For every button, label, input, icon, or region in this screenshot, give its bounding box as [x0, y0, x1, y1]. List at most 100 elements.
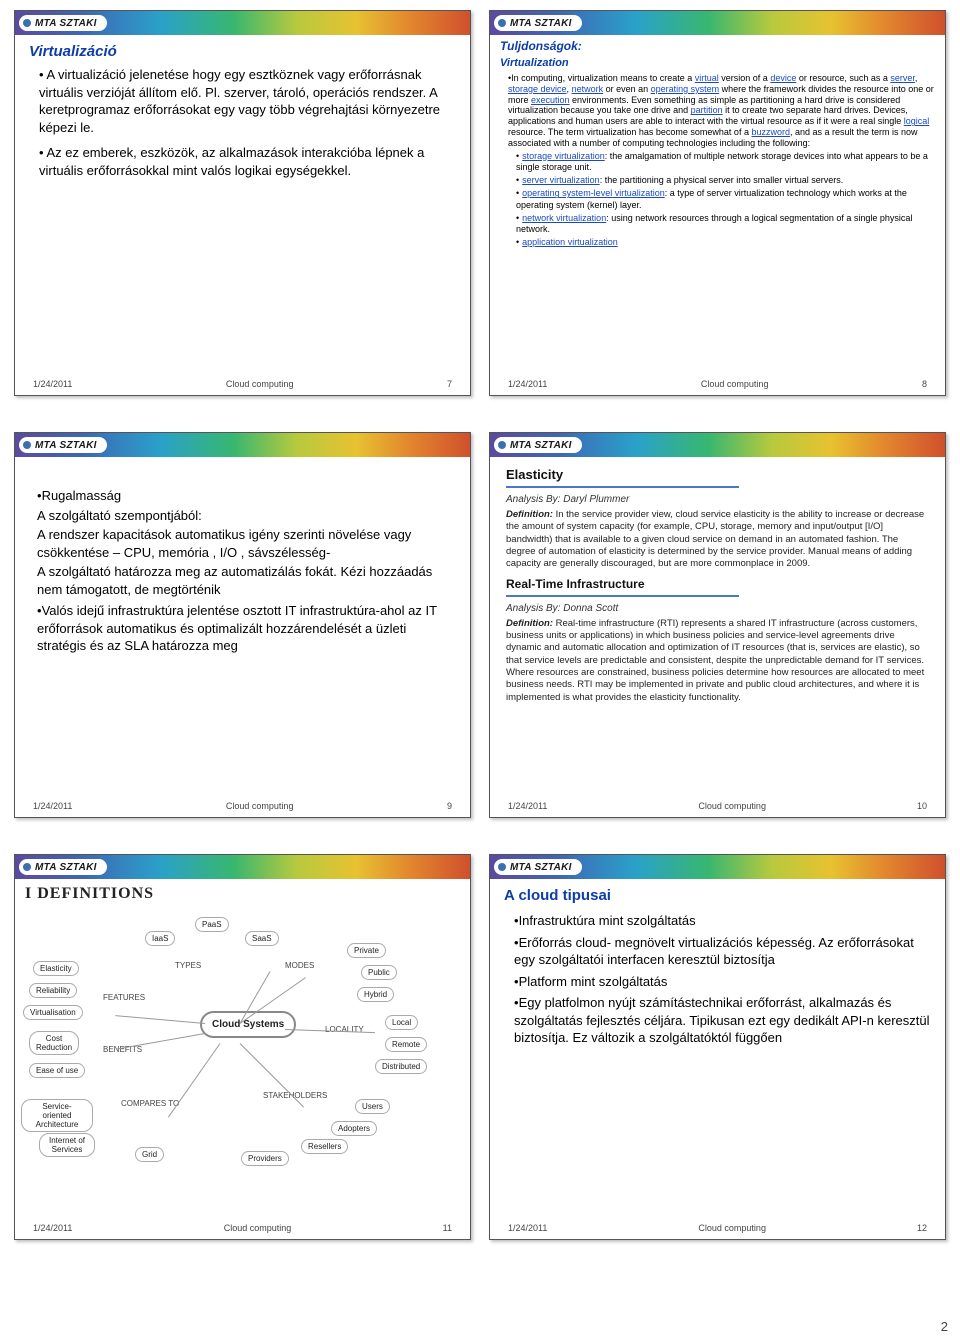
slide-footer: 1/24/2011 Cloud computing 7	[15, 375, 470, 395]
link-storage[interactable]: storage device	[508, 84, 567, 94]
link-buzzword[interactable]: buzzword	[751, 127, 790, 137]
slide-footer: 1/24/2011 Cloud computing 10	[490, 797, 945, 817]
s10-h1: Elasticity	[506, 467, 929, 482]
mm-virt: Virtualisation	[23, 1005, 83, 1020]
mm-saas: SaaS	[245, 931, 279, 946]
slide-12: MTA SZTAKI A cloud tipusai •Infrastruktú…	[489, 854, 946, 1240]
slide-footer: 1/24/2011 Cloud computing 11	[15, 1219, 470, 1239]
mm-public: Public	[361, 965, 397, 980]
mm-remote: Remote	[385, 1037, 427, 1052]
slide7-text1: A virtualizáció jelenetése hogy egy eszt…	[39, 67, 440, 135]
brand-text: MTA SZTAKI	[35, 18, 97, 29]
mm-label-features: FEATURES	[103, 993, 145, 1002]
mm-reliability: Reliability	[29, 983, 77, 998]
brand-pill: MTA SZTAKI	[19, 15, 107, 31]
mm-adopters: Adopters	[331, 1121, 377, 1136]
s10-h2: Real-Time Infrastructure	[506, 577, 929, 591]
slide-8: MTA SZTAKI Tuljdonságok: Virtualization …	[489, 10, 946, 396]
logo-bar: MTA SZTAKI	[490, 855, 945, 879]
slide-7: MTA SZTAKI Virtualizáció • A virtualizác…	[14, 10, 471, 396]
logo-bar: MTA SZTAKI	[490, 433, 945, 457]
s9-p3: A szolgáltató határozza meg az automatiz…	[37, 563, 456, 598]
slide8-title1: Tuljdonságok:	[500, 39, 935, 53]
s11-title: I DEFINITIONS	[25, 885, 460, 903]
mm-cost: Cost Reduction	[29, 1031, 79, 1055]
logo-bar: MTA SZTAKI	[15, 855, 470, 879]
logo-bar: MTA SZTAKI	[15, 433, 470, 457]
mm-providers: Providers	[241, 1151, 289, 1166]
brand-pill: MTA SZTAKI	[19, 437, 107, 453]
link-network[interactable]: network	[572, 84, 604, 94]
brand-pill: MTA SZTAKI	[494, 859, 582, 875]
divider	[506, 486, 739, 488]
mm-paas: PaaS	[195, 917, 229, 932]
link-device[interactable]: device	[770, 73, 796, 83]
mm-local: Local	[385, 1015, 418, 1030]
mm-ease: Ease of use	[29, 1063, 85, 1078]
link-server-virt[interactable]: server virtualization	[522, 175, 600, 185]
slide-footer: 1/24/2011 Cloud computing 9	[15, 797, 470, 817]
slide-footer: 1/24/2011 Cloud computing 12	[490, 1219, 945, 1239]
link-partition[interactable]: partition	[691, 105, 723, 115]
mm-elasticity: Elasticity	[33, 961, 79, 976]
slide8-list: storage virtualization: the amalgamation…	[500, 151, 935, 249]
slide-title: Virtualizáció	[29, 43, 456, 60]
footer-date: 1/24/2011	[33, 379, 72, 389]
logo-bar: MTA SZTAKI	[490, 11, 945, 35]
link-server[interactable]: server	[890, 73, 915, 83]
s12-b4: Egy platfolmon nyújt számítástechnikai e…	[514, 995, 930, 1045]
s12-b3: Platform mint szolgáltatás	[519, 974, 668, 989]
link-os[interactable]: operating system	[651, 84, 720, 94]
s9-p1: A szolgáltató szempontjából:	[37, 507, 456, 525]
link-execution[interactable]: execution	[531, 95, 570, 105]
link-virtual[interactable]: virtual	[695, 73, 719, 83]
mm-center: Cloud Systems	[200, 1011, 296, 1038]
link-net-virt[interactable]: network virtualization	[522, 213, 606, 223]
slide7-text2: Az ez emberek, eszközök, az alkalmazások…	[39, 145, 424, 178]
s9-b2: Valós idejű infrastruktúra jelentése osz…	[37, 603, 437, 653]
link-app-virt[interactable]: application virtualization	[522, 237, 618, 247]
mm-users: Users	[355, 1099, 390, 1114]
mm-label-locality: LOCALITY	[325, 1025, 364, 1034]
brand-text: MTA SZTAKI	[510, 18, 572, 29]
slide8-title2: Virtualization	[500, 57, 935, 69]
mm-label-compares: COMPARES TO	[121, 1099, 179, 1108]
mm-resellers: Resellers	[301, 1139, 348, 1154]
s12-b2: Erőforrás cloud- megnövelt virtualizáció…	[514, 935, 914, 968]
slide-footer: 1/24/2011 Cloud computing 8	[490, 375, 945, 395]
s10-a2: Analysis By: Donna Scott	[506, 603, 618, 614]
brand-pill: MTA SZTAKI	[19, 859, 107, 875]
mm-dist: Distributed	[375, 1059, 427, 1074]
mindmap: Cloud Systems TYPES MODES FEATURES BENEF…	[25, 903, 460, 1219]
link-os-virt[interactable]: operating system-level virtualization	[522, 188, 665, 198]
mm-ios: Internet of Services	[39, 1133, 95, 1157]
s12-title: A cloud tipusai	[504, 887, 931, 904]
mm-label-modes: MODES	[285, 961, 314, 970]
mm-grid: Grid	[135, 1147, 164, 1162]
slide-9: MTA SZTAKI •Rugalmasság A szolgáltató sz…	[14, 432, 471, 818]
footer-num: 7	[447, 379, 452, 389]
slide-grid: MTA SZTAKI Virtualizáció • A virtualizác…	[0, 0, 960, 1300]
logo-bar: MTA SZTAKI	[15, 11, 470, 35]
brand-pill: MTA SZTAKI	[494, 437, 582, 453]
footer-title: Cloud computing	[226, 379, 294, 389]
mm-private: Private	[347, 943, 386, 958]
slide8-para: •In computing, virtualization means to c…	[500, 73, 935, 149]
s10-def1: Definition: In the service provider view…	[506, 509, 929, 571]
slide-11: MTA SZTAKI I DEFINITIONS Cloud Systems T…	[14, 854, 471, 1240]
mm-label-types: TYPES	[175, 961, 201, 970]
brand-pill: MTA SZTAKI	[494, 15, 582, 31]
s9-b1: Rugalmasság	[42, 488, 122, 503]
link-storage-virt[interactable]: storage virtualization	[522, 151, 605, 161]
s9-p2: A rendszer kapacitások automatikus igény…	[37, 526, 456, 561]
mm-soa: Service-oriented Architecture	[21, 1099, 93, 1132]
slide-10: MTA SZTAKI Elasticity Analysis By: Daryl…	[489, 432, 946, 818]
link-logical[interactable]: logical	[904, 116, 930, 126]
mm-hybrid: Hybrid	[357, 987, 394, 1002]
mm-iaas: IaaS	[145, 931, 175, 946]
s10-def2: Definition: Real-time infrastructure (RT…	[506, 618, 929, 704]
s10-a1: Analysis By: Daryl Plummer	[506, 494, 629, 505]
s12-b1: Infrastruktúra mint szolgáltatás	[519, 913, 696, 928]
page-number: 2	[941, 1319, 948, 1334]
mm-label-benefits: BENEFITS	[103, 1045, 142, 1054]
